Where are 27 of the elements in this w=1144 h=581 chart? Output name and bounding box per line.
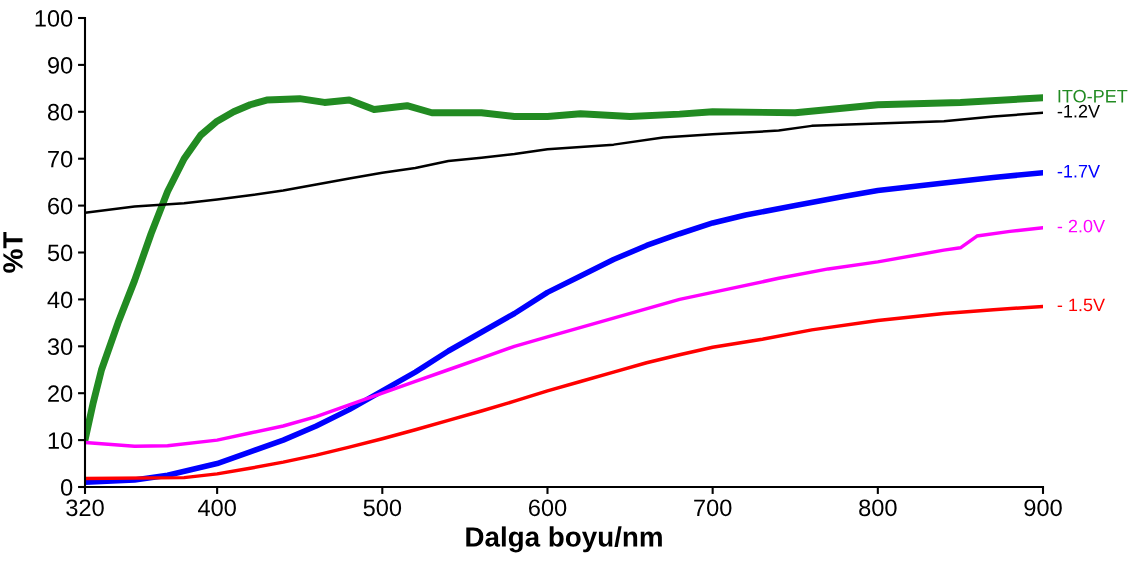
x-tick-label: 900	[1024, 499, 1062, 517]
x-tick-label: 320	[66, 499, 104, 517]
y-tick-label: 40	[47, 291, 73, 309]
x-axis-title: Dalga boyu/nm	[466, 526, 662, 553]
y-tick-label: 10	[48, 432, 73, 449]
y-tick-label: 60	[48, 197, 73, 215]
y-axis-title: %T	[3, 231, 23, 273]
x-tick-label: 800	[859, 499, 897, 517]
series-label: - 1.5V	[1057, 298, 1105, 312]
x-tick-label: 700	[694, 499, 732, 517]
line-series	[85, 304, 1043, 481]
x-tick-label: 500	[363, 499, 402, 517]
series-label: -1.7V	[1057, 165, 1100, 178]
y-tick-label: 90	[48, 56, 73, 74]
y-tick-label: 100	[35, 10, 73, 27]
y-tick-label: 0	[60, 479, 73, 496]
x-tick-label: 600	[528, 499, 567, 517]
series-label: - 2.0V	[1057, 219, 1105, 233]
series-label: ITO-PET	[1058, 89, 1128, 103]
y-tick-label: 50	[47, 244, 73, 262]
x-tick-label: 400	[197, 499, 236, 517]
series-label: -1.2V	[1057, 104, 1100, 118]
y-tick-label: 20	[48, 385, 73, 402]
y-tick-label: 80	[47, 103, 73, 121]
y-tick-label: 30	[47, 338, 73, 356]
y-tick-label: 70	[48, 150, 73, 168]
line-series	[85, 225, 1043, 448]
